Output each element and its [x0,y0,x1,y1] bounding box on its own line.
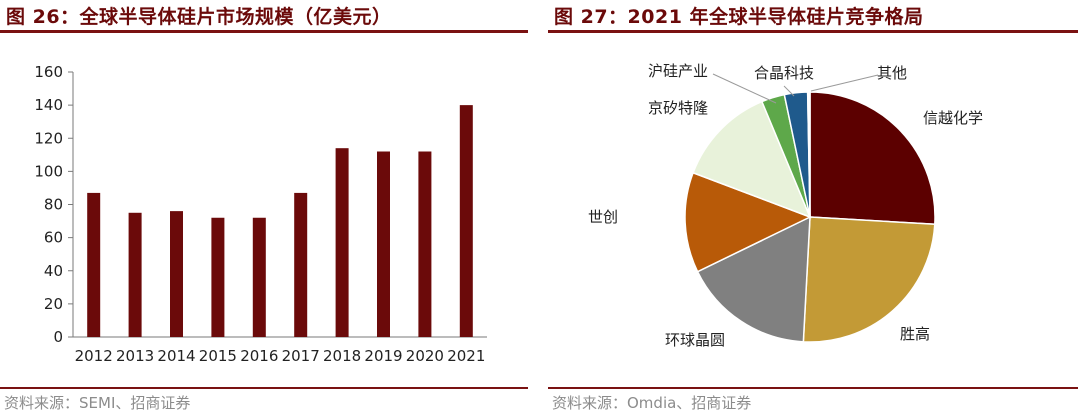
slice-label: 其他 [877,64,907,82]
slice-label: 合晶科技 [754,64,814,82]
x-tick-label: 2012 [75,347,113,365]
pie-slice [692,100,812,219]
y-tick-label: 120 [34,129,63,147]
bar-figure-title: 图 26：全球半导体硅片市场规模（亿美元） [6,6,392,28]
leader-line [783,85,795,97]
pie-slice [802,216,936,343]
y-tick-label: 80 [44,196,63,214]
slice-label: 胜高 [900,325,930,343]
x-tick-label: 2021 [447,347,485,365]
bar [459,105,473,337]
slice-label: 世创 [588,208,618,226]
pie-figure-title: 图 27：2021 年全球半导体硅片竞争格局 [554,6,924,28]
x-tick-label: 2020 [406,347,444,365]
y-tick-label: 140 [34,96,63,114]
x-tick-label: 2013 [116,347,154,365]
x-tick-label: 2015 [199,347,237,365]
bar [418,151,432,337]
slice-label: 环球晶圆 [665,331,725,349]
bar-figure-source: 资料来源：SEMI、招商证券 [4,394,191,412]
y-tick-label: 0 [53,328,63,346]
x-tick-label: 2019 [364,347,402,365]
pie-slice [696,215,811,343]
x-tick-label: 2017 [282,347,320,365]
leader-line [810,74,879,92]
pie-slice [684,171,812,273]
bar [377,151,390,337]
y-tick-label: 40 [44,262,63,280]
y-tick-label: 100 [34,162,63,180]
bar [87,192,101,337]
pie-figure-bottom-rule [548,387,1078,389]
pie-figure-panel: 图 27：2021 年全球半导体硅片竞争格局 信越化学胜高 环球晶圆 世创 京矽特隆 沪… [548,0,1080,419]
bar [294,192,308,337]
slice-label: 京矽特隆 [648,99,708,117]
y-tick-label: 160 [34,63,63,81]
bar-figure-panel: 图 26：全球半导体硅片市场规模（亿美元） 0 20 40 60 80 100 120 140… [0,0,530,419]
pie-figure-source: 资料来源：Omdia、招商证券 [552,394,752,412]
x-tick-label: 2016 [240,347,278,365]
bar [335,148,349,337]
x-tick-label: 2014 [157,347,195,365]
bar-figure-top-rule [0,30,528,33]
slice-label: 沪硅产业 [648,62,708,80]
bar [170,211,183,337]
bar [252,217,266,337]
bar [128,212,142,337]
pie-figure-top-rule [548,30,1078,33]
y-tick-label: 20 [44,295,63,313]
bar-figure-bottom-rule [0,387,528,389]
y-tick-label: 60 [44,229,63,247]
x-tick-label: 2018 [323,347,361,365]
pie-slice [809,91,936,226]
leader-line [712,73,777,104]
pie-slice [806,91,811,218]
slice-label: 信越化学 [923,109,983,127]
bar [211,217,225,337]
